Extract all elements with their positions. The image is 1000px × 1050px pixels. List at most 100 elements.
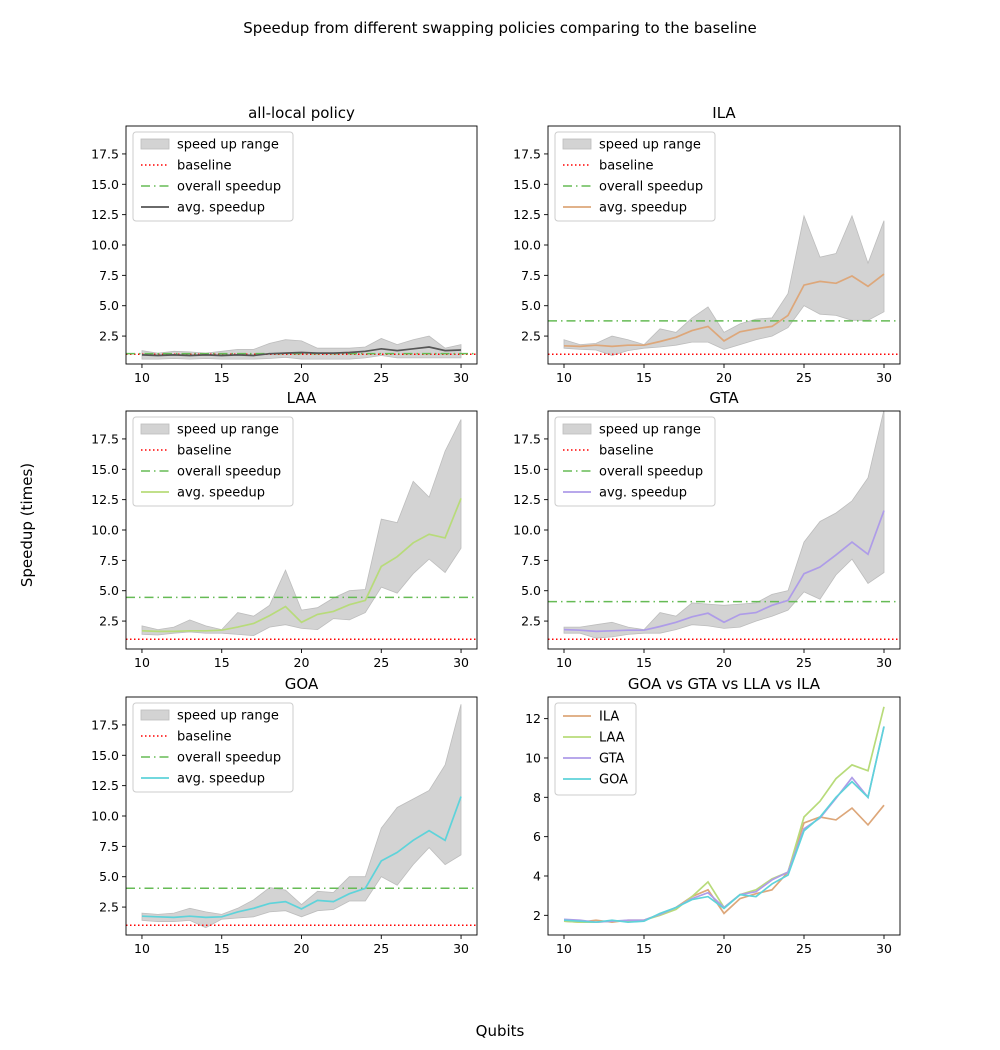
y-tick-label: 17.5 — [91, 431, 119, 446]
subplot-1: all-local policy 10 15 20 25 30 2.5 5.0 7.5 10.0 1… — [91, 104, 478, 385]
x-tick-label: 15 — [214, 941, 230, 956]
plot-area — [126, 419, 477, 641]
y-tick-label: 2.5 — [99, 614, 119, 629]
y-tick-label: 15.0 — [91, 748, 119, 763]
x-tick-label: 30 — [453, 370, 469, 385]
x-tick-label: 30 — [453, 655, 469, 670]
avg-speedup-line — [141, 796, 462, 919]
y-tick-label: 15.0 — [91, 177, 119, 192]
legend-box — [554, 702, 637, 796]
x-tick-label: 10 — [134, 655, 150, 670]
x-tick-label: 10 — [556, 655, 572, 670]
legend-label-range: speed up range — [599, 138, 701, 153]
x-tick-label: 25 — [373, 941, 389, 956]
x-tick-label: 25 — [373, 370, 389, 385]
y-tick-label: 15.0 — [513, 177, 541, 192]
y-tick-label: 12.5 — [91, 778, 119, 793]
legend: speed up range baseline overall speedup avg… — [132, 131, 294, 222]
legend-label-baseline: baseline — [177, 730, 231, 745]
y-tick-label: 5.0 — [99, 583, 119, 598]
avg-speedup-line — [563, 510, 885, 633]
legend: speed up range baseline overall speedup avg… — [554, 131, 716, 222]
legend-label-range: speed up range — [599, 423, 701, 438]
y-tick-label: 15.0 — [513, 462, 541, 477]
x-tick-label: 20 — [716, 655, 732, 670]
legend-label-range: speed up range — [177, 709, 279, 724]
plot-area — [126, 335, 477, 360]
legend-box — [132, 702, 294, 793]
legend-label-avg: avg. speedup — [177, 486, 265, 501]
legend-label-range: speed up range — [177, 138, 279, 153]
legend-box — [132, 416, 294, 507]
plot-area — [548, 214, 900, 356]
legend-swatch-range — [140, 709, 170, 721]
x-tick-label: 20 — [294, 370, 310, 385]
x-tick-label: 25 — [373, 655, 389, 670]
legend-label-goa: GOA — [599, 773, 628, 788]
legend-label-avg: avg. speedup — [599, 486, 687, 501]
x-tick-label: 10 — [556, 370, 572, 385]
legend-box — [554, 416, 716, 507]
legend-swatch-range — [562, 423, 592, 435]
subplot-title: all-local policy — [248, 104, 355, 122]
x-tick-label: 20 — [716, 370, 732, 385]
y-tick-label: 12.5 — [91, 207, 119, 222]
y-tick-label: 12 — [525, 711, 541, 726]
speedup-range-band — [563, 214, 885, 356]
plot-area — [126, 704, 477, 929]
legend-label-baseline: baseline — [599, 444, 653, 459]
x-tick-label: 20 — [294, 655, 310, 670]
series-line-goa — [563, 726, 885, 924]
subplot-grid: all-local policy 10 15 20 25 30 2.5 5.0 7.5 10.0 1… — [91, 104, 901, 956]
x-tick-label: 15 — [214, 655, 230, 670]
y-tick-label: 17.5 — [513, 431, 541, 446]
y-tick-label: 8 — [533, 790, 541, 805]
legend-label-baseline: baseline — [177, 444, 231, 459]
speedup-range-band — [563, 411, 885, 639]
y-tick-label: 17.5 — [91, 717, 119, 732]
y-tick-label: 7.5 — [99, 268, 119, 283]
y-tick-label: 15.0 — [91, 462, 119, 477]
y-tick-label: 6 — [533, 829, 541, 844]
x-tick-label: 10 — [556, 941, 572, 956]
legend-label-laa: LAA — [599, 731, 625, 746]
x-tick-label: 10 — [134, 941, 150, 956]
y-tick-label: 5.0 — [99, 298, 119, 313]
x-tick-label: 30 — [453, 941, 469, 956]
y-tick-label: 17.5 — [513, 146, 541, 161]
y-tick-label: 10.0 — [513, 523, 541, 538]
legend-label-range: speed up range — [177, 423, 279, 438]
y-tick-label: 2 — [533, 908, 541, 923]
legend-label-overall: overall speedup — [177, 180, 281, 195]
y-tick-label: 5.0 — [521, 298, 541, 313]
y-tick-label: 7.5 — [99, 553, 119, 568]
legend-label-avg: avg. speedup — [177, 201, 265, 216]
y-tick-label: 12.5 — [513, 492, 541, 507]
legend-label-overall: overall speedup — [177, 751, 281, 766]
avg-speedup-line — [563, 273, 885, 348]
avg-speedup-line — [141, 346, 462, 357]
speedup-range-band — [141, 419, 462, 637]
speedup-range-band — [141, 704, 462, 929]
subplot-title: GOA — [285, 675, 319, 693]
legend-swatch-range — [562, 138, 592, 150]
x-tick-label: 15 — [636, 655, 652, 670]
x-tick-label: 25 — [796, 941, 812, 956]
legend: speed up range baseline overall speedup avg… — [132, 416, 294, 507]
y-tick-label: 10.0 — [91, 238, 119, 253]
y-tick-label: 2.5 — [99, 900, 119, 915]
legend-label-avg: avg. speedup — [599, 201, 687, 216]
y-tick-label: 4 — [533, 868, 541, 883]
y-tick-label: 10 — [525, 750, 541, 765]
x-tick-label: 25 — [796, 655, 812, 670]
x-tick-label: 30 — [876, 941, 892, 956]
legend-swatch-range — [140, 423, 170, 435]
y-tick-label: 17.5 — [91, 146, 119, 161]
x-tick-label: 30 — [876, 370, 892, 385]
subplot-5: GOA 10 15 20 25 30 2.5 5.0 7.5 10.0 12.5 15.0 17.5 sp… — [91, 675, 478, 956]
subplot-title: LAA — [287, 389, 317, 407]
subplot-title: GTA — [709, 389, 739, 407]
x-axis-label: Qubits — [476, 1022, 525, 1040]
y-tick-label: 10.0 — [513, 238, 541, 253]
x-tick-label: 15 — [214, 370, 230, 385]
